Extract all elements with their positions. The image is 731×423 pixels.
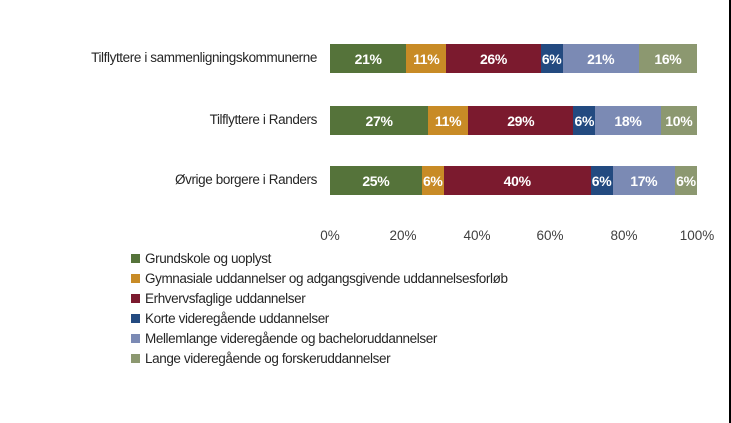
bar-segment: 21% <box>330 44 407 73</box>
legend-label: Korte videregående uddannelser <box>145 310 329 326</box>
legend-label: Gymnasiale uddannelser og adgangsgivende… <box>145 270 508 286</box>
legend-swatch-icon <box>131 253 140 263</box>
bar-segment: 26% <box>446 44 541 73</box>
stacked-bar: 21% 11% 26% 6% 21% 16% <box>330 44 697 73</box>
legend: Grundskole og uoplyst Gymnasiale uddanne… <box>131 248 508 368</box>
legend-swatch-icon <box>131 333 140 343</box>
x-tick: 0% <box>320 228 340 243</box>
bar-segment: 16% <box>638 44 697 73</box>
legend-label: Erhvervsfaglige uddannelser <box>145 290 306 306</box>
legend-item: Erhvervsfaglige uddannelser <box>131 288 508 308</box>
legend-item: Mellemlange videregående og bachelorudda… <box>131 328 508 348</box>
legend-item: Grundskole og uoplyst <box>131 248 508 268</box>
bar-segment: 25% <box>330 166 422 195</box>
bar-segment: 11% <box>428 106 469 135</box>
bar-segment: 18% <box>595 106 661 135</box>
bar-segment: 6% <box>540 44 563 73</box>
x-tick: 40% <box>463 228 491 243</box>
bar-segment: 11% <box>406 44 447 73</box>
x-tick: 60% <box>536 228 564 243</box>
category-label: Tilflyttere i sammenligningskommunerne <box>91 50 317 65</box>
legend-item: Lange videregående og forskeruddannelser <box>131 348 508 368</box>
legend-label: Grundskole og uoplyst <box>145 250 271 266</box>
bar-segment: 6% <box>421 166 444 195</box>
x-tick: 100% <box>679 228 715 243</box>
bar-segment: 6% <box>674 166 697 195</box>
legend-item: Korte videregående uddannelser <box>131 308 508 328</box>
stacked-bar: 27% 11% 29% 6% 18% 10% <box>330 106 697 135</box>
bar-segment: 27% <box>330 106 429 135</box>
category-label: Tilflyttere i Randers <box>209 112 318 127</box>
bar-segment: 17% <box>612 166 675 195</box>
bar-segment: 10% <box>660 106 697 135</box>
legend-label: Mellemlange videregående og bachelorudda… <box>145 330 437 346</box>
bar-segment: 6% <box>573 106 596 135</box>
legend-swatch-icon <box>131 273 140 283</box>
legend-item: Gymnasiale uddannelser og adgangsgivende… <box>131 268 508 288</box>
legend-swatch-icon <box>131 353 140 363</box>
x-tick: 80% <box>610 228 638 243</box>
legend-swatch-icon <box>131 293 140 303</box>
legend-swatch-icon <box>131 313 140 323</box>
bar-segment: 21% <box>562 44 639 73</box>
bar-segment: 6% <box>590 166 613 195</box>
stacked-bar: 25% 6% 40% 6% 17% 6% <box>330 166 697 195</box>
legend-label: Lange videregående og forskeruddannelser <box>145 350 391 366</box>
category-label: Øvrige borgere i Randers <box>175 172 317 187</box>
x-tick: 20% <box>389 228 417 243</box>
bar-segment: 29% <box>468 106 574 135</box>
bar-segment: 40% <box>443 166 591 195</box>
